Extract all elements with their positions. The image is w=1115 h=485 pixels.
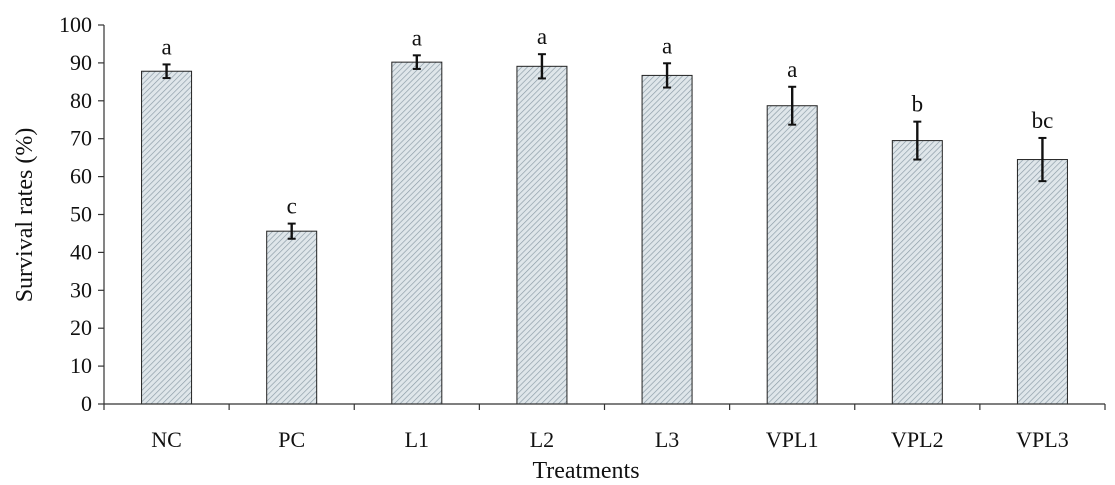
y-axis-label: Survival rates (%) — [12, 128, 38, 303]
y-tick-label: 40 — [70, 239, 92, 264]
significance-labels: a c a a a a b bc — [161, 24, 1053, 218]
bar-vpl3 — [1016, 159, 1068, 405]
error-bar-vpl2 — [913, 120, 922, 161]
significance-label: a — [161, 34, 171, 59]
significance-label: a — [662, 33, 672, 58]
y-tick-label: 30 — [70, 277, 92, 302]
significance-label: bc — [1032, 108, 1054, 133]
bar-vpl2 — [891, 140, 943, 405]
bar-pc — [266, 230, 318, 405]
y-tick-label: 90 — [70, 50, 92, 75]
error-bar-l1 — [412, 54, 421, 70]
y-tick-label: 70 — [70, 126, 92, 151]
x-tick-label: VPL1 — [766, 427, 819, 452]
x-tick-label: PC — [278, 427, 305, 452]
significance-label: c — [287, 194, 297, 219]
significance-label: a — [412, 25, 422, 50]
bar-nc — [141, 70, 193, 405]
bar-vpl1 — [766, 105, 818, 405]
error-bar-nc — [162, 63, 171, 80]
bar-l2 — [516, 65, 568, 405]
y-tick-label: 0 — [81, 391, 92, 416]
y-tick-label: 20 — [70, 315, 92, 340]
y-tick-label: 100 — [59, 12, 92, 37]
y-tick-label: 80 — [70, 88, 92, 113]
bar-l1 — [391, 61, 443, 405]
error-bar-pc — [287, 222, 296, 240]
x-axis-ticks: NC PC L1 L2 L3 VPL1 VPL2 VPL3 — [103, 404, 1106, 452]
error-bars — [162, 53, 1047, 240]
x-tick-label: L3 — [655, 427, 679, 452]
x-tick-label: VPL3 — [1016, 427, 1069, 452]
y-tick-label: 60 — [70, 164, 92, 189]
error-bar-l3 — [663, 62, 672, 89]
bar-l3 — [641, 74, 693, 405]
error-bar-vpl1 — [788, 85, 797, 126]
bars — [141, 61, 1068, 405]
error-bar-vpl3 — [1038, 136, 1047, 183]
y-axis-ticks: 0 10 20 30 40 50 60 70 80 90 100 — [59, 12, 104, 416]
significance-label: a — [787, 57, 797, 82]
x-axis-label: Treatments — [532, 458, 639, 484]
x-tick-label: L2 — [530, 427, 554, 452]
x-tick-label: L1 — [405, 427, 429, 452]
significance-label: a — [537, 24, 547, 49]
error-bar-l2 — [537, 53, 546, 80]
y-tick-label: 50 — [70, 202, 92, 227]
y-tick-label: 10 — [70, 353, 92, 378]
x-tick-label: NC — [151, 427, 182, 452]
x-tick-label: VPL2 — [891, 427, 944, 452]
significance-label: b — [912, 92, 924, 117]
